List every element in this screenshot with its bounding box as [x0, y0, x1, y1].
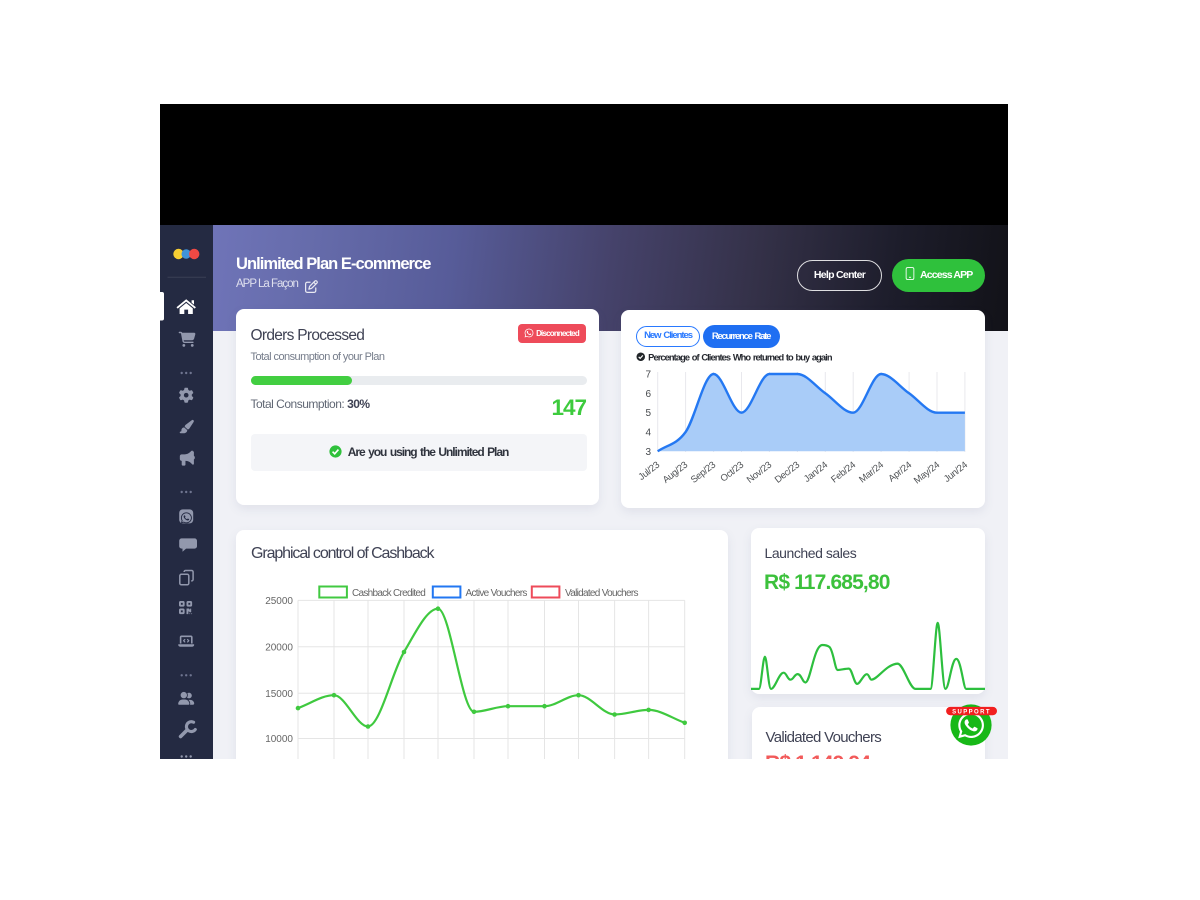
svg-text:Aug/23: Aug/23	[661, 460, 690, 486]
svg-text:Sep/23: Sep/23	[689, 460, 718, 486]
svg-text:7: 7	[645, 370, 651, 381]
svg-text:3: 3	[645, 447, 651, 458]
svg-text:4: 4	[645, 428, 651, 439]
svg-text:Validated Vouchers: Validated Vouchers	[565, 588, 639, 599]
svg-text:Jul/23: Jul/23	[637, 460, 662, 483]
svg-text:Oct/23: Oct/23	[718, 460, 745, 485]
svg-text:Cashback Credited: Cashback Credited	[352, 588, 425, 599]
svg-text:Mar/24: Mar/24	[857, 460, 886, 486]
svg-text:25000: 25000	[265, 596, 293, 607]
svg-text:15000: 15000	[265, 688, 293, 699]
svg-text:20000: 20000	[265, 642, 293, 653]
svg-text:6: 6	[645, 389, 651, 400]
svg-text:Jan/24: Jan/24	[802, 460, 830, 485]
svg-text:10000: 10000	[265, 734, 293, 745]
svg-text:Nov/23: Nov/23	[745, 460, 774, 486]
svg-text:May/24: May/24	[912, 460, 942, 487]
svg-text:Apr/24: Apr/24	[886, 460, 913, 485]
svg-text:SUPPORT: SUPPORT	[952, 709, 991, 715]
svg-text:5: 5	[645, 408, 651, 419]
svg-text:Active Vouchers: Active Vouchers	[466, 588, 528, 599]
svg-text:Dec/23: Dec/23	[773, 460, 802, 486]
svg-text:Jun/24: Jun/24	[942, 460, 970, 485]
svg-text:Feb/24: Feb/24	[829, 460, 858, 486]
